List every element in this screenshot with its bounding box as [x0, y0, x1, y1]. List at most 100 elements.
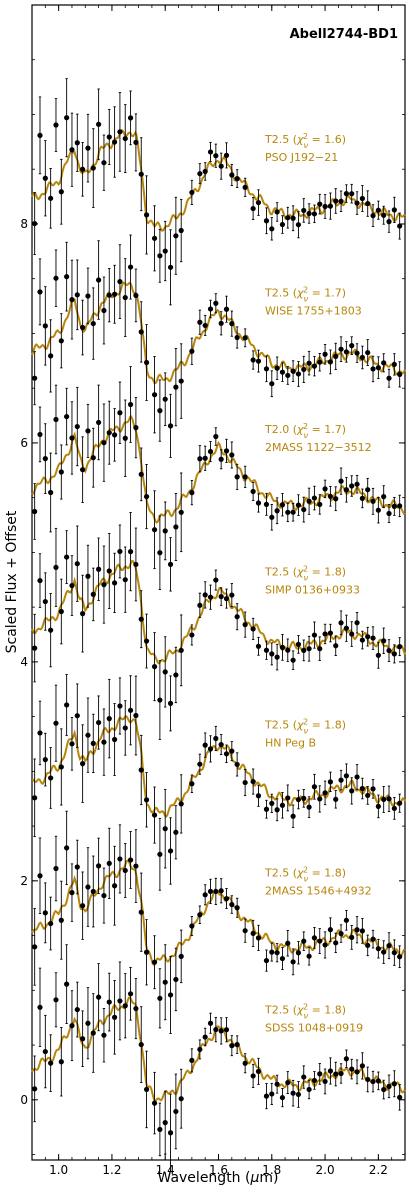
data-point: [317, 938, 323, 944]
data-point: [218, 1028, 224, 1034]
data-point: [290, 509, 296, 515]
data-point: [53, 720, 59, 726]
data-point: [37, 289, 43, 295]
data-point: [274, 807, 280, 813]
data-point: [255, 793, 262, 799]
data-point: [333, 1071, 339, 1077]
data-point: [349, 483, 355, 489]
data-point: [311, 935, 318, 941]
data-point: [255, 935, 262, 941]
data-point: [234, 474, 240, 480]
data-point: [106, 860, 112, 866]
data-point: [306, 360, 312, 366]
data-point: [101, 892, 107, 899]
data-point: [80, 166, 86, 172]
data-point: [58, 189, 64, 195]
data-point: [74, 140, 80, 146]
data-point: [64, 554, 70, 560]
data-point: [122, 294, 128, 301]
series-label-type: T2.5 (χν2 = 1.8): [264, 717, 346, 735]
data-point: [301, 795, 307, 801]
data-point: [370, 936, 376, 942]
data-point: [213, 153, 219, 159]
data-point: [370, 498, 376, 504]
data-point: [189, 490, 195, 496]
data-point: [101, 739, 107, 745]
data-point: [69, 890, 75, 896]
data-point: [111, 139, 118, 145]
data-point: [189, 781, 195, 787]
data-point: [229, 901, 235, 908]
data-point: [106, 292, 112, 298]
data-point: [365, 200, 371, 207]
data-point: [167, 992, 174, 998]
data-point: [397, 223, 403, 229]
data-point: [69, 435, 75, 441]
data-point: [133, 561, 139, 568]
x-tick-label: 1.8: [262, 1163, 281, 1177]
data-point: [48, 627, 54, 633]
data-point: [189, 632, 195, 638]
data-point: [64, 115, 70, 121]
data-point: [223, 152, 230, 158]
template-line: [31, 996, 406, 1103]
data-point: [85, 1020, 91, 1026]
data-point: [397, 503, 403, 509]
data-point: [202, 455, 208, 461]
data-point: [317, 501, 323, 508]
data-point: [167, 848, 174, 854]
data-point: [386, 796, 392, 802]
data-point: [127, 549, 134, 555]
data-point: [322, 351, 328, 357]
data-point: [354, 927, 360, 933]
data-point: [213, 433, 219, 440]
data-point: [37, 431, 43, 438]
series-name-label: 2MASS 1122−3512: [265, 441, 372, 454]
data-point: [151, 959, 158, 965]
data-point: [207, 1020, 214, 1026]
data-point: [117, 856, 123, 862]
data-point: [365, 349, 371, 356]
data-point: [178, 801, 184, 807]
data-point: [223, 1027, 230, 1033]
data-point: [111, 736, 118, 743]
data-point: [85, 732, 91, 738]
data-point: [202, 168, 208, 175]
data-point: [207, 149, 214, 155]
data-point: [178, 227, 184, 234]
data-point: [69, 147, 75, 153]
data-point: [354, 1069, 360, 1075]
data-point: [218, 456, 224, 462]
data-point: [375, 946, 381, 952]
data-point: [162, 248, 168, 254]
data-point: [133, 712, 139, 719]
data-point: [349, 631, 355, 637]
data-point: [111, 580, 118, 586]
data-point: [359, 1063, 365, 1069]
data-point: [322, 203, 328, 210]
data-point: [250, 930, 256, 937]
data-point: [306, 1086, 312, 1093]
data-point: [255, 199, 262, 206]
data-point: [263, 647, 270, 653]
data-point: [157, 697, 163, 703]
data-point: [285, 1079, 291, 1086]
data-point: [263, 501, 270, 507]
data-point: [285, 795, 291, 801]
data-point: [90, 165, 96, 171]
data-point: [338, 198, 344, 204]
data-point: [343, 487, 349, 493]
data-point: [269, 514, 275, 520]
data-point: [290, 657, 296, 663]
data-point: [178, 647, 184, 653]
data-point: [311, 211, 318, 217]
data-point: [157, 995, 163, 1001]
data-point: [255, 1068, 262, 1075]
data-point: [80, 761, 86, 767]
series-label-type: T2.5 (χν2 = 1.8): [264, 1002, 346, 1020]
data-point: [375, 803, 381, 809]
data-point: [229, 1043, 235, 1049]
data-point: [42, 323, 48, 329]
data-point: [250, 1073, 256, 1079]
data-point: [48, 775, 54, 781]
